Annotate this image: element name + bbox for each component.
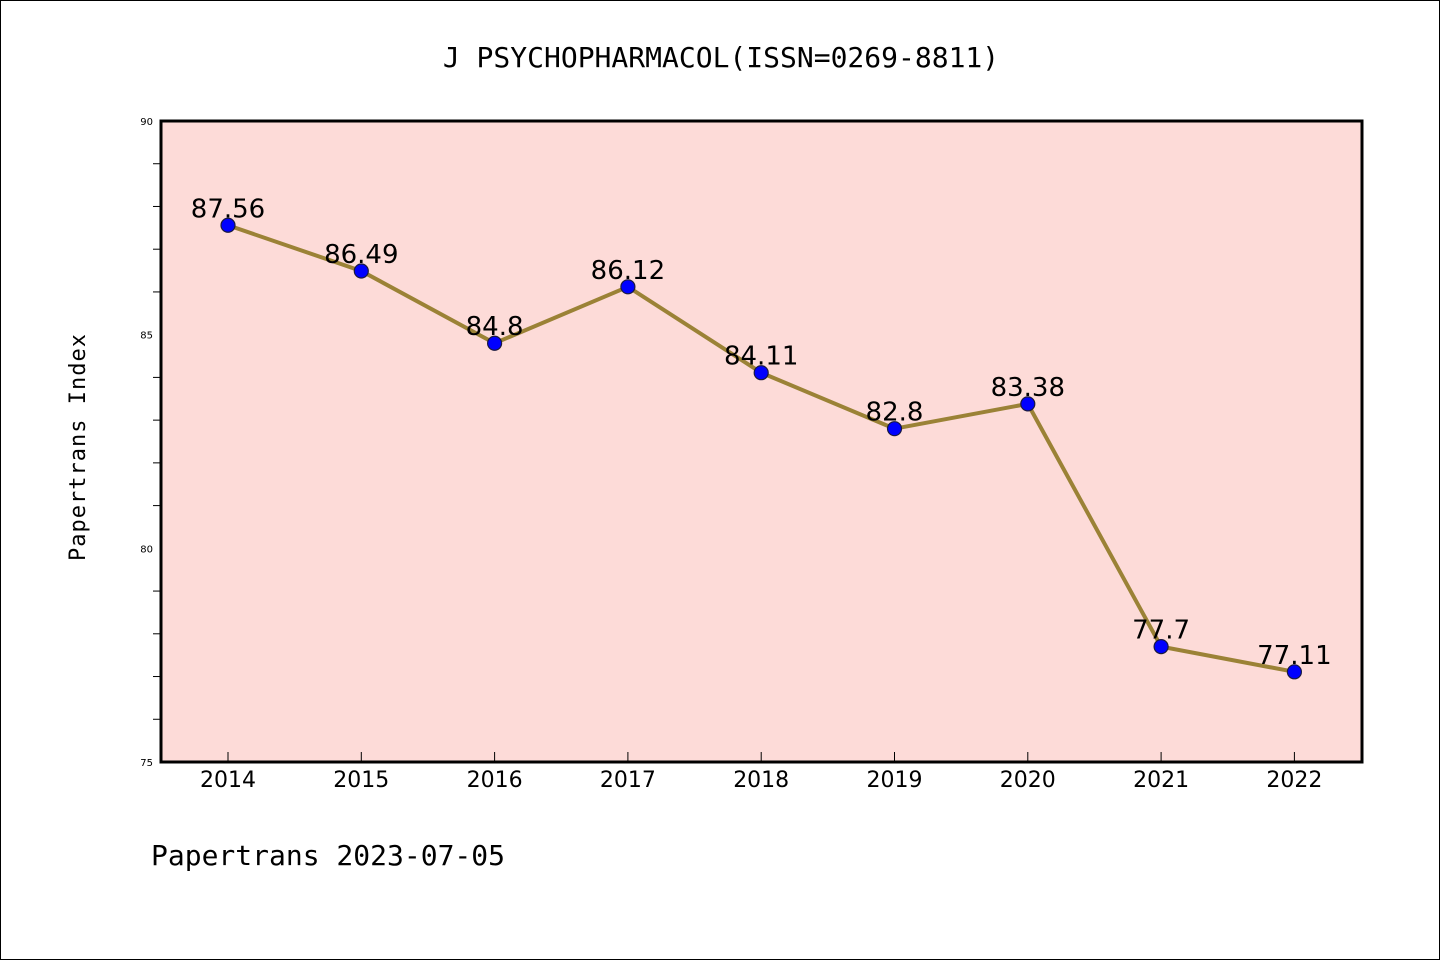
data-point: [1020, 396, 1036, 412]
data-label: 84.11: [724, 342, 798, 372]
y-tick-label: 75: [140, 758, 153, 769]
data-label: 86.12: [591, 256, 665, 286]
chart-title: J PSYCHOPHARMACOL(ISSN=0269-8811): [443, 41, 999, 74]
x-tick-label: 2019: [867, 768, 923, 793]
y-tick-label: 90: [140, 117, 153, 128]
data-label: 77.11: [1257, 641, 1331, 671]
data-label: 87.56: [191, 194, 265, 224]
data-point: [353, 263, 369, 279]
data-label: 82.8: [866, 398, 924, 428]
x-tick-label: 2017: [600, 768, 656, 793]
x-tick-label: 2016: [467, 768, 523, 793]
data-point: [886, 421, 903, 437]
footer-date: Papertrans 2023-07-05: [151, 839, 505, 872]
data-point: [620, 279, 636, 295]
plot-area: [159, 119, 1364, 764]
data-point: [753, 365, 769, 381]
y-axis-ticks: 75 80 85 90: [140, 117, 161, 769]
data-point: [487, 335, 503, 351]
series-layer: 87.56 86.49 84.8 86.12 84.11 82.8 83.38 77.7 77.…: [191, 194, 1332, 680]
x-tick-label: 2014: [200, 768, 256, 793]
y-axis-label: Papertrans Index: [66, 333, 91, 561]
data-point: [1286, 664, 1303, 680]
x-tick-label: 2022: [1266, 768, 1322, 793]
x-tick-label: 2020: [1000, 768, 1056, 793]
x-tick-label: 2018: [733, 768, 789, 793]
data-label: 77.7: [1132, 616, 1190, 646]
x-tick-label: 2021: [1133, 768, 1189, 793]
data-label: 83.38: [991, 373, 1065, 403]
data-label: 86.49: [324, 240, 398, 270]
y-tick-label: 85: [140, 331, 153, 342]
x-tick-label: 2015: [333, 768, 389, 793]
y-tick-label: 80: [140, 544, 153, 555]
data-point: [220, 217, 236, 233]
data-label: 84.8: [466, 312, 524, 342]
x-axis-ticks: 2014 2015 2016 2017 2018 2019 2020 2021 2022: [200, 752, 1322, 793]
data-point: [1153, 639, 1169, 655]
